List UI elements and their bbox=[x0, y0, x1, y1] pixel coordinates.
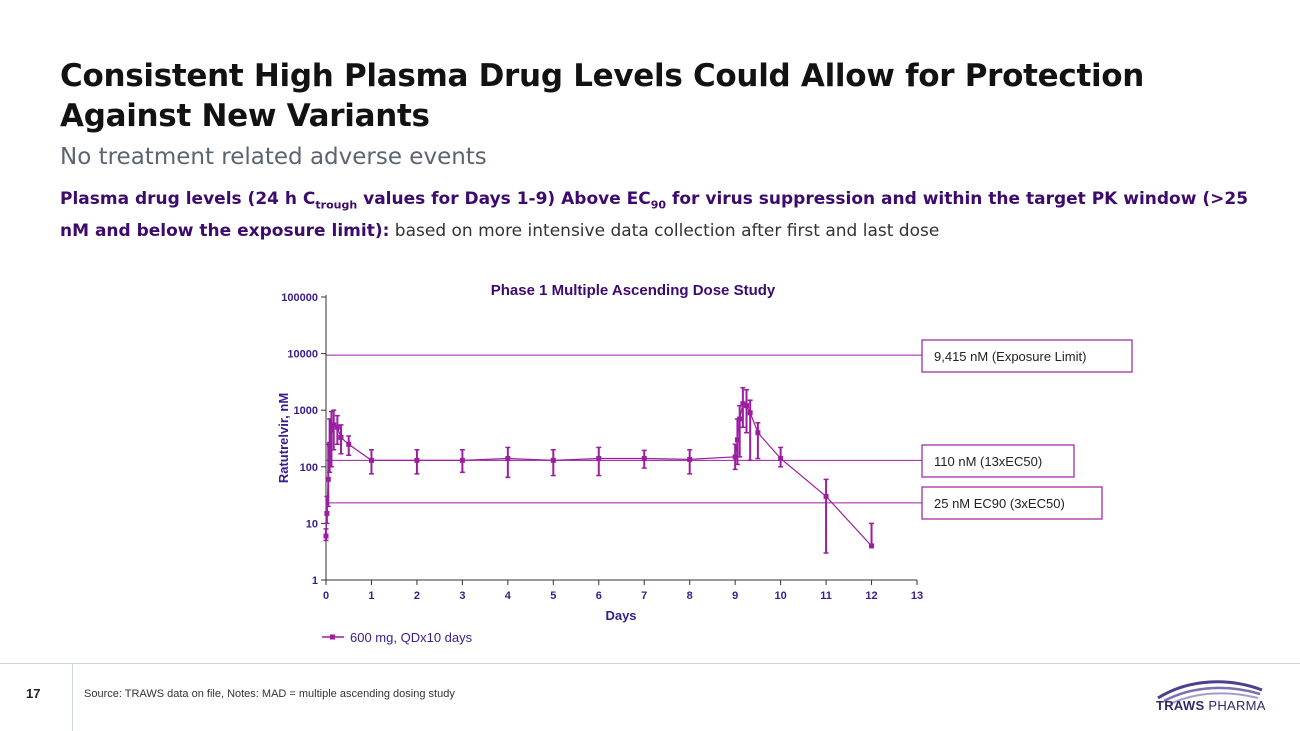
data-point bbox=[737, 416, 743, 422]
data-point bbox=[744, 403, 750, 409]
data-point bbox=[641, 456, 647, 462]
y-axis-label: Ratutrelvir, nM bbox=[276, 393, 291, 483]
x-tick-label: 7 bbox=[641, 590, 647, 602]
data-point bbox=[505, 456, 511, 462]
data-point bbox=[338, 434, 344, 440]
chart-title: Phase 1 Multiple Ascending Dose Study bbox=[491, 282, 776, 299]
footer-separator bbox=[72, 663, 73, 731]
reference-lines: 9,415 nM (Exposure Limit) 110 nM (13xEC50… bbox=[326, 339, 1133, 520]
traws-logo-icon bbox=[1157, 680, 1263, 705]
x-tick-label: 1 bbox=[368, 590, 374, 602]
series-group bbox=[323, 386, 875, 554]
data-point bbox=[346, 441, 352, 447]
data-point bbox=[732, 454, 738, 460]
data-point bbox=[596, 456, 602, 462]
x-tick-label: 3 bbox=[459, 590, 465, 602]
x-tick-label: 0 bbox=[323, 590, 329, 602]
data-point bbox=[687, 456, 693, 462]
page-title: Consistent High Plasma Drug Levels Could… bbox=[60, 58, 1145, 134]
data-point bbox=[331, 422, 337, 428]
legend-label: 600 mg, QDx10 days bbox=[350, 630, 473, 645]
logo-text: TRAWS PHARMA bbox=[1156, 698, 1266, 713]
data-point bbox=[869, 543, 875, 549]
y-tick-label: 1 bbox=[312, 575, 318, 587]
source-note: Source: TRAWS data on file, Notes: MAD =… bbox=[84, 688, 455, 700]
data-point bbox=[747, 410, 753, 416]
desc-sub-90: 90 bbox=[650, 198, 667, 212]
y-tick-label: 100000 bbox=[281, 292, 318, 304]
reference-label-box bbox=[921, 444, 1075, 478]
y-tick-label: 100 bbox=[300, 462, 318, 474]
data-point bbox=[334, 424, 340, 430]
x-tick-label: 10 bbox=[774, 590, 786, 602]
x-axis-label: Days bbox=[605, 608, 636, 623]
desc-sub-trough: trough bbox=[315, 198, 358, 212]
reference-label: 110 nM (13xEC50) bbox=[934, 454, 1042, 469]
desc-part2: values for Days 1-9) Above EC bbox=[357, 189, 651, 209]
reference-label: 9,415 nM (Exposure Limit) bbox=[934, 349, 1086, 364]
x-tick-label: 2 bbox=[414, 590, 420, 602]
x-tick-label: 4 bbox=[505, 590, 512, 602]
reference-label-box bbox=[921, 339, 1133, 373]
x-tick-label: 12 bbox=[865, 590, 877, 602]
page-subtitle: No treatment related adverse events bbox=[60, 144, 487, 170]
data-point bbox=[368, 457, 374, 463]
data-point bbox=[325, 476, 331, 482]
desc-plain: based on more intensive data collection … bbox=[389, 221, 940, 242]
footer-divider bbox=[0, 663, 1300, 664]
legend-marker bbox=[330, 634, 335, 640]
data-point bbox=[414, 457, 420, 463]
data-point bbox=[778, 456, 784, 462]
data-point bbox=[550, 457, 556, 463]
data-point bbox=[823, 493, 829, 499]
data-point bbox=[755, 430, 761, 436]
data-point bbox=[328, 427, 334, 433]
desc-part3: for virus suppression and within the tar… bbox=[60, 189, 1249, 242]
data-point bbox=[740, 401, 746, 407]
reference-label-box bbox=[921, 486, 1103, 520]
data-point bbox=[734, 437, 740, 443]
data-point bbox=[324, 510, 330, 516]
page-number: 17 bbox=[26, 686, 41, 701]
reference-label: 25 nM EC90 (3xEC50) bbox=[934, 496, 1065, 511]
x-tick-label: 9 bbox=[732, 590, 738, 602]
x-tick-label: 6 bbox=[596, 590, 602, 602]
x-tick-label: 5 bbox=[550, 590, 556, 602]
x-tick-label: 11 bbox=[820, 590, 832, 602]
legend: 600 mg, QDx10 days bbox=[322, 630, 473, 645]
x-tick-label: 8 bbox=[687, 590, 693, 602]
y-tick-label: 10000 bbox=[287, 349, 318, 361]
data-point bbox=[327, 441, 333, 447]
x-tick-label: 13 bbox=[911, 590, 923, 602]
desc-part1: Plasma drug levels (24 h C bbox=[60, 189, 316, 209]
y-tick-label: 1000 bbox=[294, 405, 318, 417]
data-point bbox=[323, 533, 329, 539]
y-tick-label: 10 bbox=[306, 518, 318, 530]
chart-description: Plasma drug levels (24 h Ctrough values … bbox=[60, 186, 1260, 245]
data-point bbox=[459, 457, 465, 463]
